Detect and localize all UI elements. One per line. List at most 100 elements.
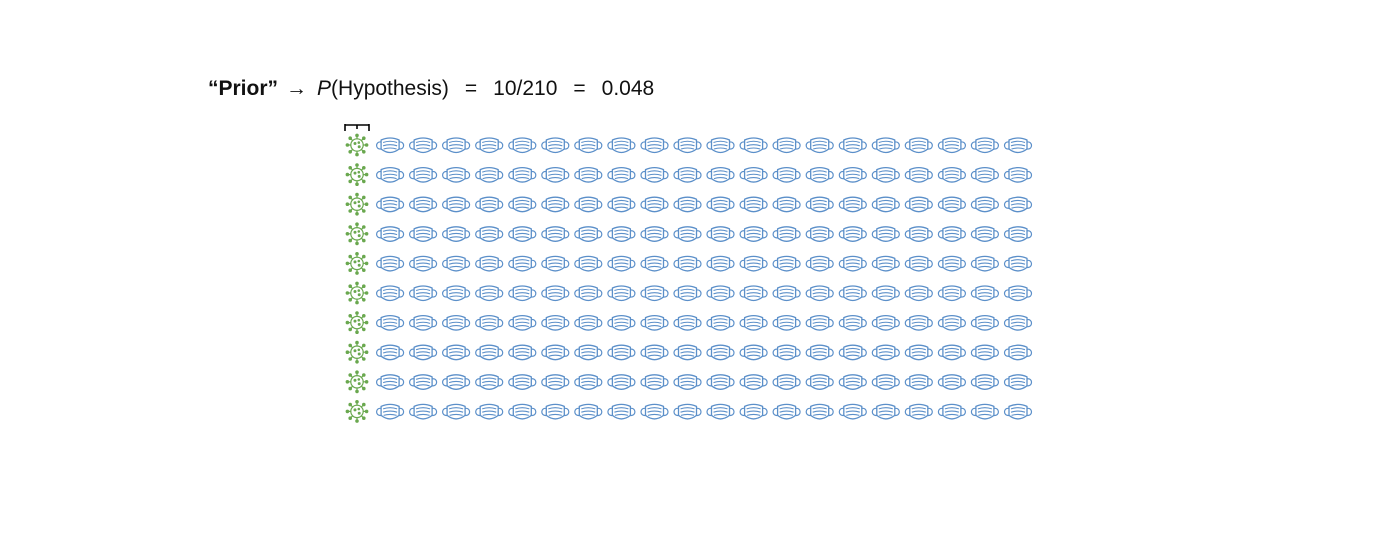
face-mask-icon <box>772 196 801 213</box>
face-mask-icon <box>970 374 1000 390</box>
virus-icon <box>345 251 369 275</box>
face-mask-icon <box>640 255 669 272</box>
face-mask-icon <box>375 344 405 361</box>
face-mask-icon <box>475 137 504 154</box>
face-mask-icon <box>375 314 405 331</box>
face-mask-icon <box>541 403 570 420</box>
face-mask-icon <box>739 137 768 154</box>
face-mask-icon <box>607 255 636 272</box>
face-mask-icon <box>904 255 933 272</box>
face-mask-icon <box>772 344 801 361</box>
face-mask-icon <box>607 285 636 302</box>
face-mask-icon <box>441 374 471 390</box>
face-mask-icon <box>772 403 801 420</box>
column-bracket <box>344 124 370 131</box>
face-mask-icon <box>408 374 438 390</box>
face-mask-icon <box>607 226 636 242</box>
face-mask-icon <box>475 196 504 213</box>
face-mask-icon <box>805 196 834 213</box>
face-mask-icon <box>607 344 636 361</box>
virus-icon <box>345 311 369 335</box>
face-mask-icon <box>408 166 438 183</box>
face-mask-icon <box>739 403 768 420</box>
face-mask-icon <box>706 137 735 154</box>
face-mask-icon <box>706 374 735 390</box>
probability-symbol: P <box>317 77 332 100</box>
face-mask-icon <box>541 255 570 272</box>
face-mask-icon <box>739 255 768 272</box>
equals-sign-2: = <box>573 77 586 100</box>
face-mask-icon <box>739 314 768 331</box>
virus-icon <box>345 340 369 364</box>
face-mask-icon <box>970 226 1000 242</box>
face-mask-icon <box>640 403 669 420</box>
face-mask-icon <box>1003 314 1033 331</box>
face-mask-icon <box>970 314 1000 331</box>
probability-argument: (Hypothesis) <box>331 77 449 100</box>
face-mask-icon <box>904 374 933 390</box>
face-mask-icon <box>574 196 603 213</box>
face-mask-icon <box>408 137 438 154</box>
face-mask-icon <box>441 196 471 213</box>
face-mask-icon <box>937 255 967 272</box>
face-mask-icon <box>1003 166 1033 183</box>
face-mask-icon <box>1003 344 1033 361</box>
face-mask-icon <box>375 403 405 420</box>
virus-icon <box>345 163 369 187</box>
face-mask-icon <box>375 137 405 154</box>
face-mask-icon <box>1003 374 1033 390</box>
face-mask-icon <box>871 344 900 361</box>
face-mask-icon <box>904 137 933 154</box>
face-mask-icon <box>640 166 669 183</box>
face-mask-icon <box>904 285 933 302</box>
face-mask-icon <box>706 285 735 302</box>
face-mask-icon <box>375 226 405 242</box>
face-mask-icon <box>805 403 834 420</box>
face-mask-icon <box>937 374 967 390</box>
face-mask-icon <box>408 196 438 213</box>
face-mask-icon <box>673 314 702 331</box>
face-mask-icon <box>607 403 636 420</box>
face-mask-icon <box>574 403 603 420</box>
face-mask-icon <box>739 374 768 390</box>
face-mask-icon <box>871 137 900 154</box>
face-mask-icon <box>640 285 669 302</box>
result-value: 0.048 <box>601 77 655 100</box>
face-mask-icon <box>673 255 702 272</box>
face-mask-icon <box>673 285 702 302</box>
face-mask-icon <box>838 285 867 302</box>
face-mask-icon <box>706 403 735 420</box>
face-mask-icon <box>508 137 537 154</box>
face-mask-icon <box>607 137 636 154</box>
face-mask-icon <box>970 137 1000 154</box>
face-mask-icon <box>475 166 504 183</box>
face-mask-icon <box>441 166 471 183</box>
face-mask-icon <box>838 226 867 242</box>
face-mask-icon <box>871 403 900 420</box>
face-mask-icon <box>508 166 537 183</box>
face-mask-icon <box>541 314 570 331</box>
face-mask-icon <box>475 403 504 420</box>
prior-formula: “Prior” → P (Hypothesis) = 10/210 = 0.04… <box>208 74 654 104</box>
face-mask-icon <box>772 166 801 183</box>
face-mask-icon <box>739 344 768 361</box>
face-mask-icon <box>937 314 967 331</box>
face-mask-icon <box>739 166 768 183</box>
face-mask-icon <box>441 344 471 361</box>
face-mask-icon <box>640 196 669 213</box>
face-mask-icon <box>574 314 603 331</box>
face-mask-icon <box>871 255 900 272</box>
face-mask-icon <box>706 196 735 213</box>
face-mask-icon <box>475 344 504 361</box>
face-mask-icon <box>408 285 438 302</box>
face-mask-icon <box>706 166 735 183</box>
virus-icon <box>345 399 369 423</box>
face-mask-icon <box>739 226 768 242</box>
face-mask-icon <box>375 285 405 302</box>
face-mask-icon <box>607 196 636 213</box>
face-mask-icon <box>970 196 1000 213</box>
face-mask-icon <box>508 196 537 213</box>
face-mask-icon <box>871 285 900 302</box>
face-mask-icon <box>508 314 537 331</box>
